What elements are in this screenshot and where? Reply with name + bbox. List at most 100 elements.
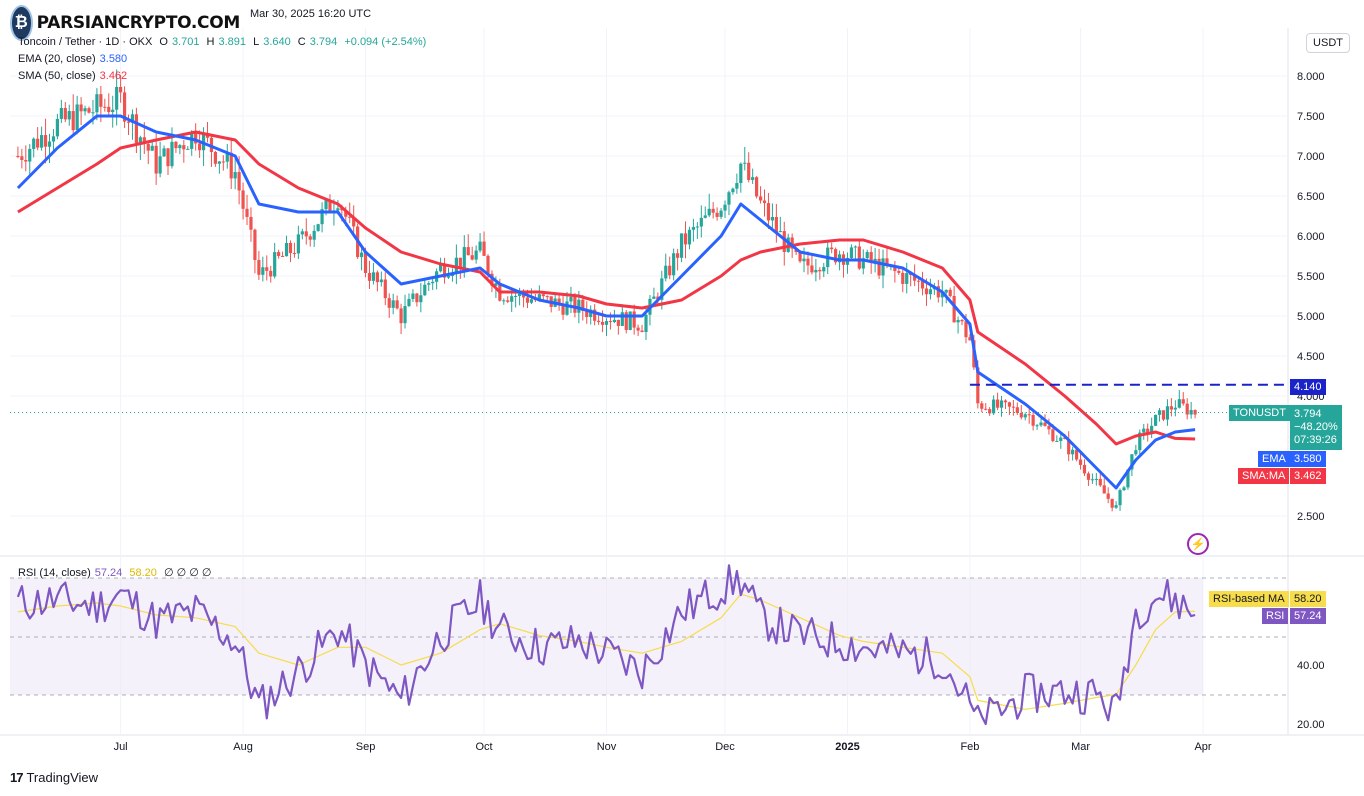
candle-body [20,156,24,161]
tradingview-footer[interactable]: 17 TradingView [10,770,98,785]
candle-body [1114,505,1118,508]
candle-body [581,299,585,311]
rsi-legend[interactable]: RSI (14, close) 57.24 58.20 ∅ ∅ ∅ ∅ [18,567,212,579]
candle-body [415,293,419,303]
x-tick-label: Dec [715,741,735,753]
candle-body [660,278,664,300]
candle-body [679,233,684,258]
candle-body [1142,428,1146,433]
candle-body [1063,437,1067,439]
currency-button[interactable]: USDT [1306,33,1350,53]
candle-body [707,208,711,216]
y-tick-label: 5.500 [1297,271,1325,283]
rsi-ma-value-tag: 58.20 [1290,591,1326,607]
candle-body [517,292,522,297]
candle-body [999,400,1004,408]
x-tick-label: Aug [233,741,253,753]
candle-body [379,279,383,283]
candle-body [391,300,395,308]
candle-body [727,192,731,205]
candle-body [628,311,632,330]
candle-body [711,208,715,213]
candle-body [375,272,379,283]
candle-body [1078,459,1083,465]
candle-body [454,257,458,273]
candle-body [751,177,755,180]
candle-body [1106,493,1110,499]
ema-value-tag: 3.580 [1290,451,1326,467]
candle-body [427,283,431,285]
candle-body [1035,425,1039,427]
candle-body [762,200,767,204]
candle-body [296,234,300,254]
rsi-ma-line [17,593,1196,710]
candle-body [36,138,40,148]
change-value: +0.094 (+2.54%) [344,36,427,48]
x-tick-label: Feb [960,741,979,753]
candle-body [411,293,415,299]
candle-body [695,226,699,228]
candle-body [122,92,127,122]
candle-body [462,247,466,268]
candle-body [668,265,672,276]
ema-legend[interactable]: EMA (20, close) 3.580 [18,53,128,65]
candle-body [79,104,83,112]
candle-body [383,279,387,299]
candle-body [810,265,814,273]
candle-body [146,143,150,151]
candle-body [130,114,135,123]
candle-body [1130,454,1134,470]
ema20-line [16,114,1196,490]
candle-body [387,298,391,308]
candle-body [747,162,751,180]
watermark-text: PARSIANCRYPTO.COM [36,13,241,33]
candle-body [802,258,806,262]
candle-body [257,260,261,275]
candle-body [905,273,909,284]
candle-body [869,252,873,263]
candle-body [1185,403,1189,415]
candle-body [988,409,992,414]
candle-body [557,298,561,305]
candle-body [766,203,771,221]
candle-body [624,312,628,330]
sma-name-tag: SMA:MA [1238,468,1290,484]
candle-body [920,280,925,289]
candle-body [901,272,905,284]
high-value: 3.891 [218,36,247,48]
candle-body [438,264,443,272]
y-tick-label: 7.500 [1297,111,1325,123]
lightning-icon[interactable]: ⚡ [1187,533,1209,555]
candle-body [502,300,506,302]
candle-body [1193,410,1197,415]
candle-body [545,296,549,298]
candle-body [1027,414,1031,416]
candle-body [336,208,340,211]
low-value: 3.640 [263,36,291,48]
candle-body [304,231,308,237]
sma-legend[interactable]: SMA (50, close) 3.462 [18,70,128,82]
x-tick-label: Apr [1194,741,1211,753]
candle-body [525,297,530,303]
open-value: 3.701 [171,36,200,48]
candle-body [1043,422,1047,426]
candle-body [241,190,245,209]
candle-body [1161,410,1166,420]
candle-body [63,107,67,120]
candle-body [352,217,356,227]
candle-body [103,106,107,108]
candle-body [1102,485,1106,494]
sma50-line [17,130,1196,446]
candle-body [1189,410,1193,415]
candle-body [1098,478,1102,486]
candle-body [510,296,514,302]
candle-body [87,108,91,113]
candle-body [885,258,889,266]
candle-body [194,131,198,144]
candle-body [150,145,154,151]
last-price: 3.794 [1294,408,1322,420]
x-tick-label: Jul [114,741,128,753]
candle-body [1090,479,1094,481]
percent-change: −48.20% [1294,421,1338,433]
